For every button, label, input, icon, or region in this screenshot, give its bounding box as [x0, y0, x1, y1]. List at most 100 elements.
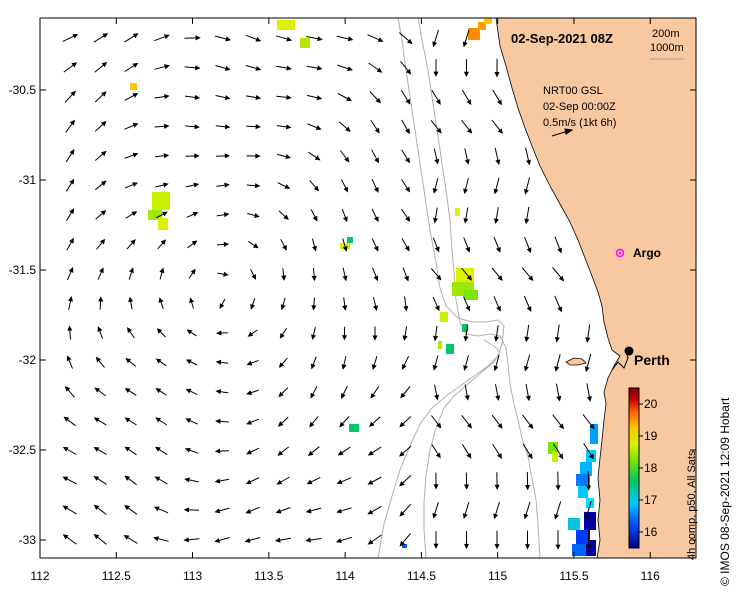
current-source-label: NRT00 GSL: [543, 85, 603, 97]
current-arrow: [336, 507, 352, 514]
current-arrow: [65, 148, 75, 163]
map-title: 02-Sep-2021 08Z: [511, 31, 613, 46]
current-arrow: [494, 58, 500, 78]
current-arrow: [309, 416, 319, 428]
current-arrow: [339, 416, 350, 428]
current-arrow: [124, 417, 137, 426]
current-arrow: [63, 416, 76, 427]
current-arrow: [128, 267, 134, 280]
current-arrow: [276, 65, 292, 71]
current-arrow: [245, 65, 262, 71]
current-arrow: [554, 236, 562, 254]
current-arrow: [184, 447, 199, 454]
current-arrow: [277, 446, 290, 456]
current-arrow: [463, 325, 469, 342]
current-arrow: [586, 383, 592, 402]
current-arrow: [155, 417, 168, 426]
current-arrow: [337, 93, 353, 102]
current-arrow: [373, 296, 379, 312]
current-arrow: [124, 123, 139, 130]
current-arrow: [66, 208, 75, 221]
current-arrow: [311, 267, 317, 282]
current-arrow: [183, 507, 200, 513]
current-arrow: [247, 329, 258, 337]
current-arrow: [66, 267, 74, 281]
current-arrow: [371, 178, 379, 193]
current-arrow: [308, 151, 321, 161]
current-arrow: [246, 360, 259, 366]
current-arrow: [491, 119, 503, 134]
current-arrow: [434, 384, 440, 401]
current-arrow: [461, 267, 473, 281]
current-arrow: [306, 94, 323, 101]
current-arrow: [244, 537, 261, 543]
current-arrow: [305, 507, 322, 514]
current-arrow: [341, 356, 347, 370]
x-tick-label: 112.5: [102, 569, 131, 583]
current-arrow: [214, 478, 230, 484]
current-arrow: [277, 416, 289, 427]
current-arrow: [246, 124, 261, 130]
argo-float-dot: [618, 251, 622, 255]
current-arrow: [154, 153, 170, 159]
perth-city-marker: [624, 346, 634, 356]
current-arrow: [372, 267, 379, 282]
current-arrow: [216, 182, 230, 188]
current-arrow: [246, 447, 260, 455]
current-arrow: [215, 418, 229, 424]
x-axis: 112 112.5 113 113.5 114 114.5 115 115.5 116: [30, 18, 660, 583]
current-arrow: [278, 387, 289, 398]
current-arrow: [250, 298, 256, 310]
colorbar-tick-label: 19: [644, 429, 658, 443]
current-arrow: [433, 531, 439, 549]
current-arrow: [185, 359, 198, 366]
current-arrow: [124, 62, 139, 72]
current-arrow: [185, 388, 198, 396]
current-arrow: [159, 267, 165, 280]
current-arrow: [246, 418, 259, 425]
current-arrow: [184, 65, 201, 71]
current-arrow: [399, 474, 412, 487]
current-arrow: [216, 212, 230, 218]
current-arrow: [342, 267, 348, 282]
current-arrow: [126, 327, 135, 339]
current-arrow: [154, 34, 170, 42]
depth-legend-1000m: 1000m: [650, 42, 684, 54]
current-arrow: [461, 89, 472, 106]
current-scale-label: 0.5m/s (1kt 6h): [543, 117, 616, 129]
current-arrow: [214, 35, 232, 42]
current-arrow: [493, 296, 501, 312]
current-arrow: [552, 414, 564, 430]
current-arrow: [554, 354, 561, 372]
current-arrow: [461, 414, 473, 429]
imos-credit: © IMOS 08-Sep-2021 12:09 Hobart: [718, 397, 732, 586]
current-arrow: [124, 446, 137, 456]
current-arrow: [525, 383, 531, 402]
current-arrow: [216, 330, 228, 336]
current-arrow: [525, 471, 531, 491]
colorbar: [628, 387, 640, 549]
current-arrow: [185, 418, 198, 425]
x-tick-label: 114: [336, 569, 355, 583]
current-arrow: [554, 295, 563, 313]
current-arrow: [125, 357, 137, 367]
current-arrow: [188, 268, 196, 279]
current-arrow: [340, 179, 349, 193]
current-arrow: [370, 386, 380, 399]
current-arrow: [215, 124, 231, 130]
current-arrow: [63, 62, 78, 73]
current-arrow: [523, 354, 531, 372]
current-arrow: [185, 182, 200, 188]
current-arrow: [336, 35, 354, 42]
current-arrow: [521, 267, 534, 282]
current-arrow: [371, 149, 379, 164]
current-arrow: [401, 238, 410, 252]
current-arrow: [586, 471, 592, 491]
current-arrow: [186, 211, 199, 218]
current-arrow: [491, 414, 503, 429]
current-arrow: [128, 296, 134, 310]
y-axis: -30.5 -31 -31.5 -32 -32.5 -33: [9, 83, 696, 547]
current-arrow: [463, 207, 469, 224]
current-arrow: [184, 94, 201, 100]
current-arrow: [62, 34, 79, 42]
